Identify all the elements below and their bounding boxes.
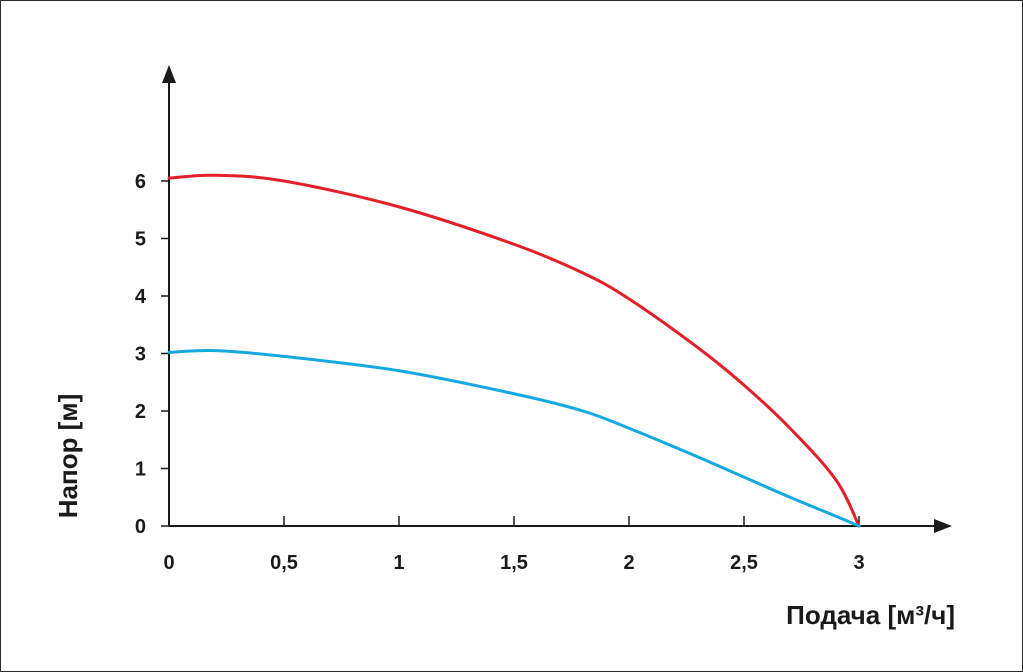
y-tick-label: 5 [135,229,146,251]
x-tick-label: 1,5 [500,552,528,574]
series-line-red [167,173,861,528]
y-tick-label: 4 [135,286,147,308]
y-tick-label: 2 [135,401,146,423]
x-tick-label: 3 [853,552,864,574]
y-tick-label: 1 [135,459,146,481]
x-tick-label: 2,5 [730,552,758,574]
y-axis-arrow [162,65,176,83]
x-tick-label: 1 [393,552,404,574]
axes [162,65,952,533]
y-tick-label: 0 [135,516,146,538]
y-axis-title: Напор [м] [53,394,83,518]
series-layer [167,173,861,528]
x-axis-arrow [934,519,952,533]
x-axis-title: Подача [м³/ч] [786,600,955,630]
series-line-blue [167,348,861,528]
ticks: 0 1 2 3 4 5 6 0 0,5 1 1,5 2 2,5 3 [135,171,865,574]
x-tick-label: 0,5 [270,552,298,574]
x-tick-label: 2 [623,552,634,574]
y-tick-label: 6 [135,171,146,193]
y-tick-label: 3 [135,344,146,366]
x-tick-label: 0 [163,552,174,574]
